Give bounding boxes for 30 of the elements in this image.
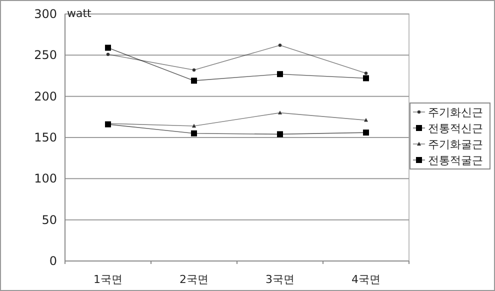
y-tick-label: 100 bbox=[34, 172, 57, 186]
point bbox=[191, 130, 197, 136]
y-tick-label: 300 bbox=[34, 7, 57, 21]
legend-label: 주기화신근 bbox=[428, 106, 483, 119]
legend-label: 전통적굴근 bbox=[428, 154, 483, 167]
point bbox=[364, 118, 368, 122]
y-tick-label: 0 bbox=[49, 254, 57, 268]
point bbox=[192, 68, 196, 72]
x-tick-label: 3국면 bbox=[266, 273, 294, 286]
y-tick-label: 50 bbox=[42, 212, 57, 227]
point bbox=[106, 52, 110, 56]
point bbox=[278, 44, 282, 47]
y-axis-title: watt bbox=[67, 7, 92, 20]
point bbox=[363, 75, 369, 82]
x-tick-label: 1국면 bbox=[94, 273, 122, 286]
point bbox=[364, 72, 368, 75]
x-tick-label: 2국면 bbox=[180, 273, 208, 286]
point bbox=[191, 78, 197, 84]
point bbox=[363, 130, 369, 136]
point bbox=[278, 110, 282, 114]
y-tick-label: 200 bbox=[34, 89, 57, 104]
point bbox=[277, 131, 283, 138]
y-tick-label: 250 bbox=[34, 48, 57, 62]
legend-label: 전통적신근 bbox=[428, 122, 483, 135]
x-tick-label: 4국면 bbox=[352, 273, 380, 286]
point bbox=[277, 71, 283, 78]
legend-label: 주기화굴근 bbox=[428, 138, 483, 151]
y-tick-label: 150 bbox=[34, 130, 57, 144]
point bbox=[192, 124, 196, 128]
point bbox=[105, 44, 111, 51]
